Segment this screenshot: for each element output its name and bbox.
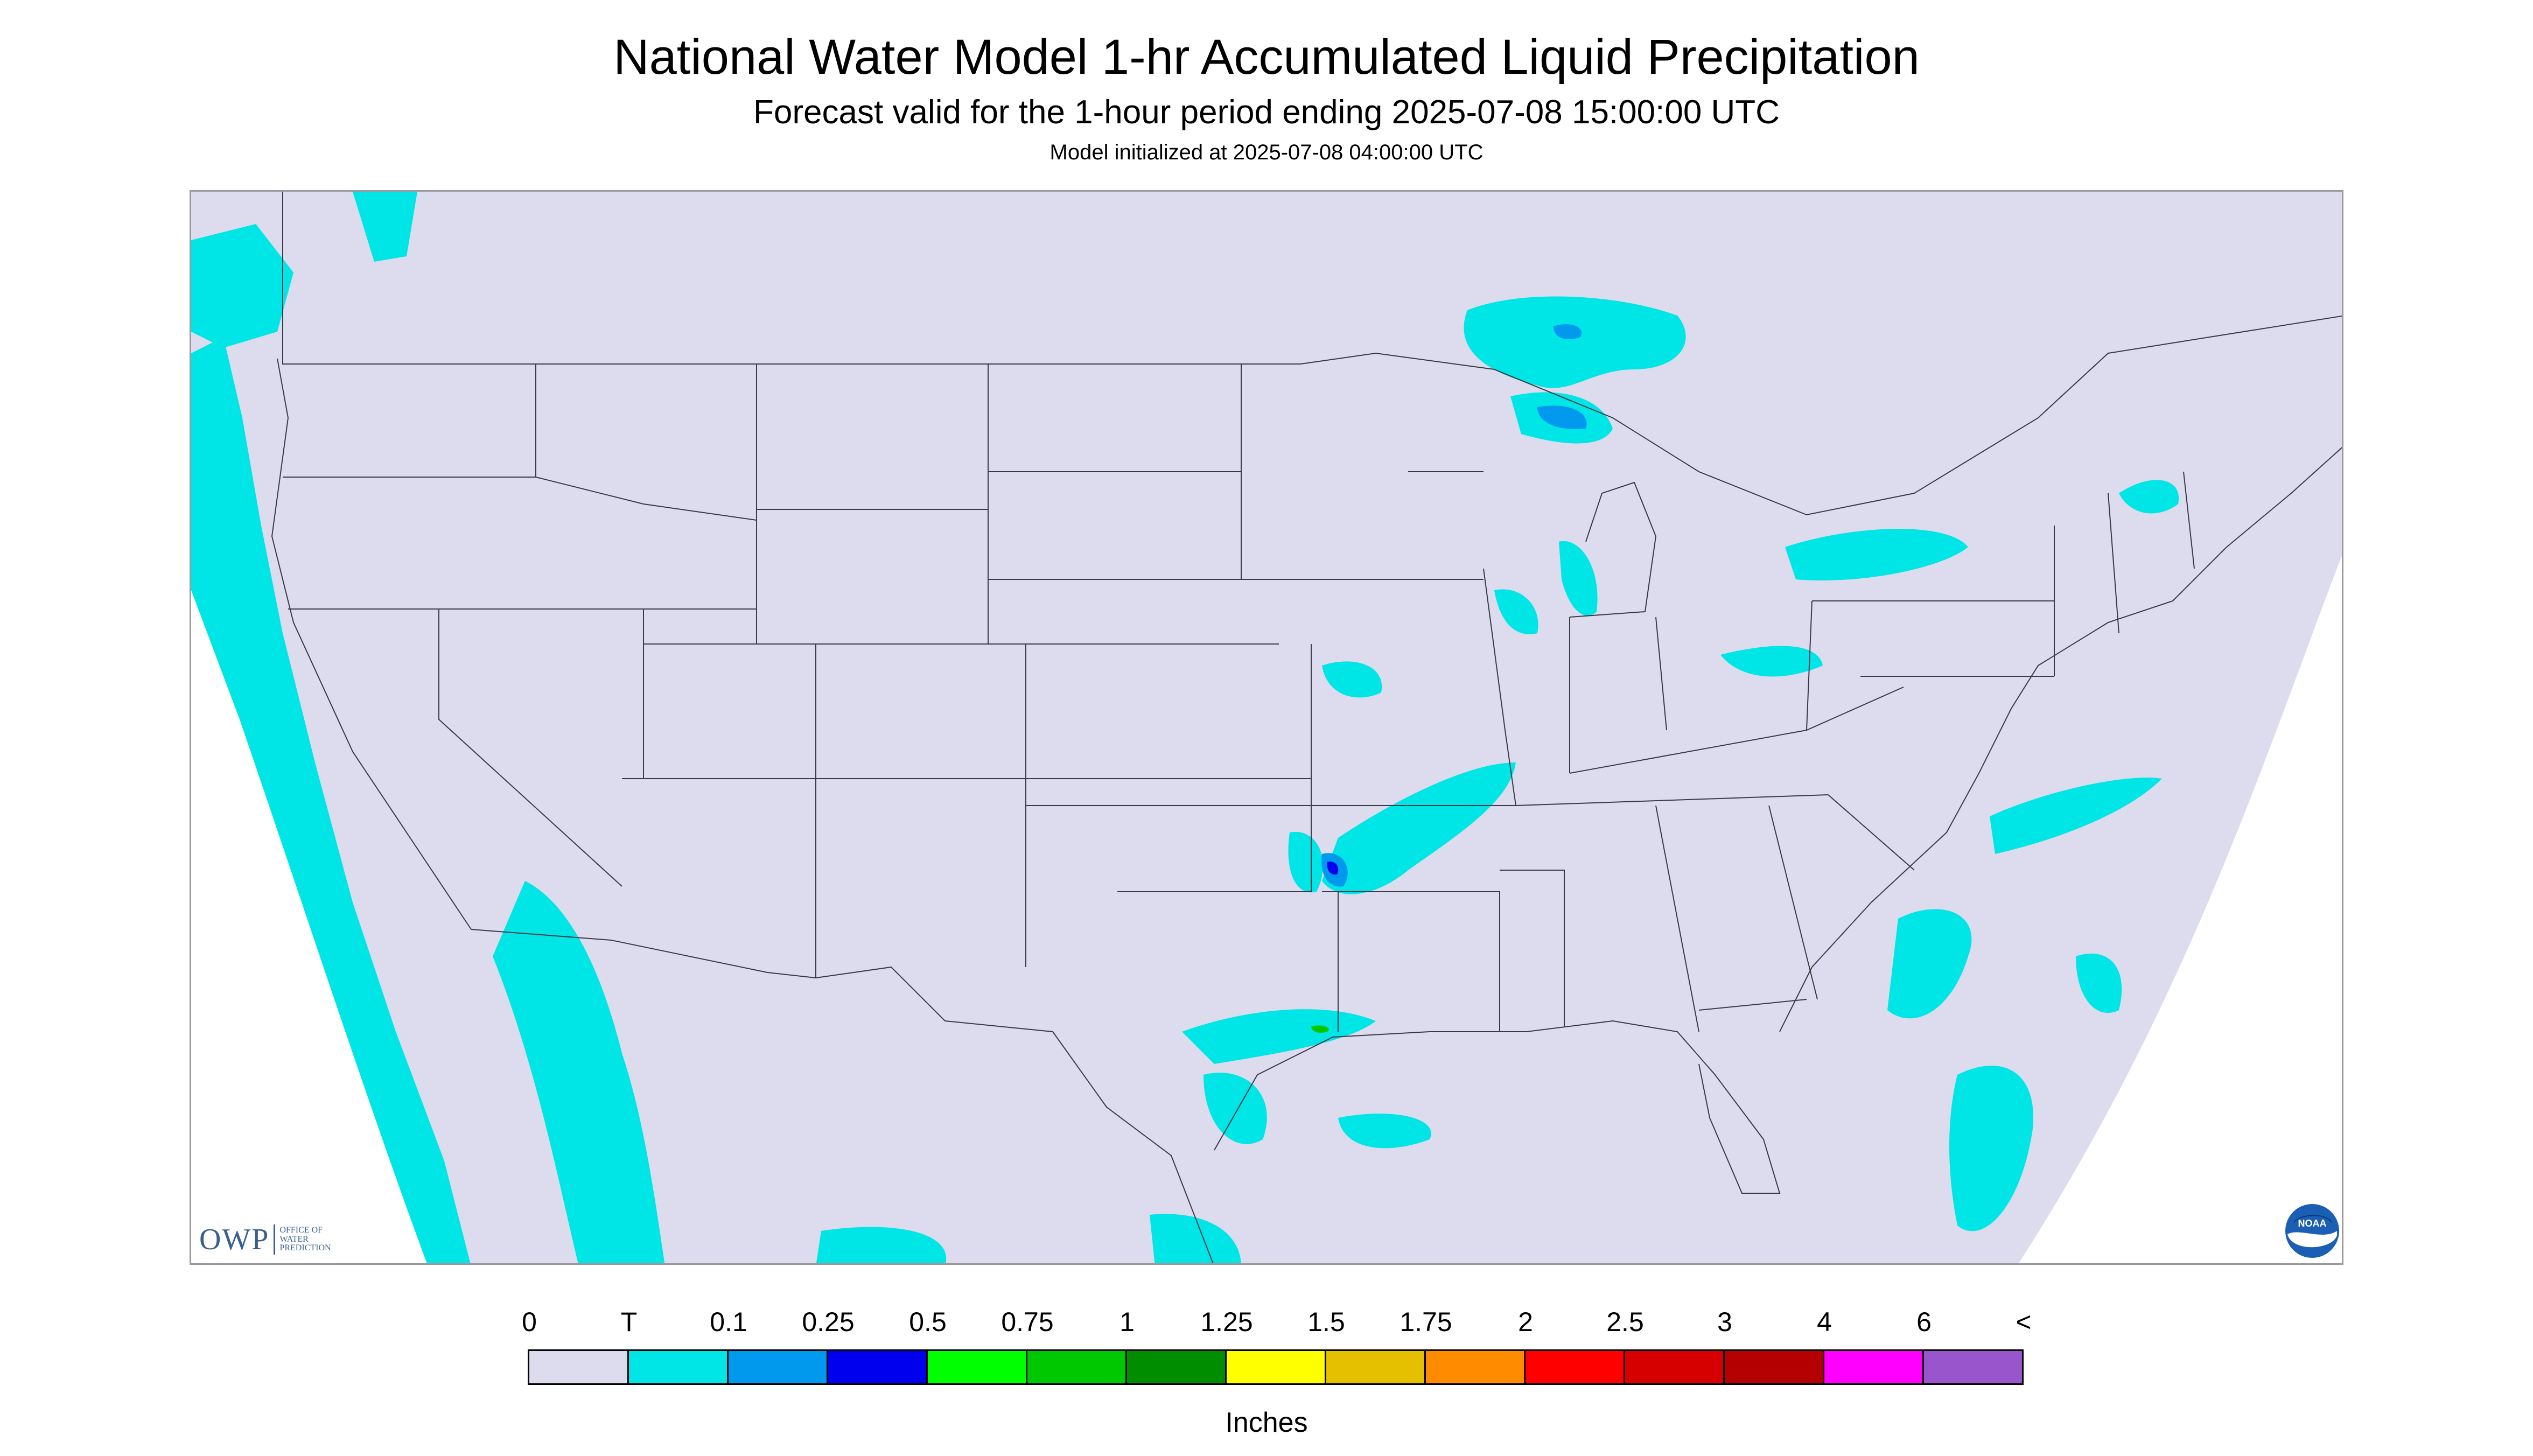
precip-area-washington xyxy=(191,224,293,348)
legend-swatch xyxy=(529,1351,629,1383)
owp-logo: OWP OFFICE OF WATER PREDICTION xyxy=(199,1222,331,1257)
border-la-ms xyxy=(1338,870,1565,1032)
border-nd-sd-ne xyxy=(988,364,1279,645)
legend-swatch xyxy=(1227,1351,1326,1383)
border-il-in xyxy=(1483,568,1570,806)
precip-area-texas-coast xyxy=(1203,1073,1267,1144)
legend-color-bar xyxy=(528,1349,2024,1385)
legend-tick-label: 2 xyxy=(1518,1307,1533,1337)
legend-swatch xyxy=(1027,1351,1127,1383)
precip-area-pacific-coast xyxy=(191,337,471,1263)
legend-swatch xyxy=(1924,1351,2022,1383)
legend-tick-label: 1.5 xyxy=(1307,1307,1345,1337)
border-pa-ny xyxy=(1806,600,2054,731)
legend-tick-label: T xyxy=(620,1307,638,1337)
border-ca-nv xyxy=(438,609,622,887)
precip-area-iowa xyxy=(1322,661,1382,698)
border-canada-east xyxy=(1300,315,2342,516)
precipitation-map xyxy=(190,190,2343,1265)
precipitation-layer xyxy=(191,192,2179,1263)
border-ks-ok xyxy=(1025,644,1312,892)
legend-tick-label: 1.25 xyxy=(1200,1307,1253,1337)
border-az-nm xyxy=(622,778,1026,978)
legend-swatch xyxy=(928,1351,1027,1383)
precip-area-arkansas xyxy=(1322,762,1516,894)
state-borders xyxy=(271,192,2342,1263)
legend-tick-label: 1 xyxy=(1119,1307,1135,1337)
chart-subtitle: Forecast valid for the 1-hour period end… xyxy=(753,94,1780,131)
legend-tick-label: < xyxy=(2016,1307,2032,1337)
border-mi xyxy=(1569,481,1657,618)
legend-swatch xyxy=(1526,1351,1625,1383)
precip-area-atlantic xyxy=(1990,778,2162,854)
legend-tick-label: 1.75 xyxy=(1400,1307,1452,1337)
precip-area-mexico-south xyxy=(816,1227,947,1263)
chart-title: National Water Model 1-hr Accumulated Li… xyxy=(613,30,1920,85)
precip-area-atlantic-south xyxy=(1949,1066,2033,1231)
legend-swatch xyxy=(828,1351,928,1383)
legend-swatch xyxy=(1127,1351,1227,1383)
precip-area-new-england xyxy=(2119,480,2179,514)
legend-swatch xyxy=(1625,1351,1725,1383)
legend-tick-label: 0 xyxy=(522,1307,537,1337)
legend-swatch xyxy=(1326,1351,1426,1383)
precip-area-ohio xyxy=(1720,646,1823,677)
precip-area-atlantic-mid xyxy=(2076,953,2122,1013)
precip-area-lake-ontario xyxy=(1785,529,1968,580)
precip-area-gulf-coast xyxy=(1182,1009,1376,1064)
precip-area-mexico-east xyxy=(1150,1214,1241,1263)
noaa-logo-icon: NOAA xyxy=(2285,1204,2339,1258)
border-ga-fl xyxy=(1698,794,1915,1011)
precip-area-lake-michigan xyxy=(1559,541,1598,616)
precip-area-gulf xyxy=(1338,1114,1431,1149)
precip-core-upper-michigan xyxy=(1537,405,1587,429)
legend-tick-label: 4 xyxy=(1817,1307,1832,1337)
border-mn-ia xyxy=(1241,364,1484,580)
border-atlantic-coast xyxy=(1779,447,2342,1032)
border-mexico xyxy=(471,929,1214,1263)
legend-swatch xyxy=(1426,1351,1526,1383)
svg-text:NOAA: NOAA xyxy=(2298,1218,2327,1229)
legend-tick-label: 0.5 xyxy=(909,1307,947,1337)
precip-core-oklahoma xyxy=(1327,862,1339,875)
owp-logo-divider xyxy=(274,1224,276,1255)
legend-swatch xyxy=(729,1351,828,1383)
border-canada-west xyxy=(282,192,1300,365)
precip-area-carolina-coast xyxy=(1887,909,1972,1019)
border-ut-co xyxy=(643,643,816,779)
precip-core-superior xyxy=(1554,324,1582,339)
map-canvas xyxy=(191,192,2342,1263)
legend-tick-label: 2.5 xyxy=(1606,1307,1644,1337)
legend-tick-label: 6 xyxy=(1916,1307,1932,1337)
border-id xyxy=(535,364,757,521)
border-mo-ar xyxy=(1311,644,1516,1032)
legend-tick-label: 3 xyxy=(1717,1307,1732,1337)
legend-units: Inches xyxy=(1225,1407,1308,1438)
legend-tick-label: 0.75 xyxy=(1001,1307,1054,1337)
precip-area-lake-superior xyxy=(1464,296,1686,388)
legend-tick-label: 0.25 xyxy=(802,1307,855,1337)
legend-tick-label: 0.1 xyxy=(710,1307,747,1337)
legend-swatch xyxy=(1725,1351,1824,1383)
model-init-text: Model initialized at 2025-07-08 04:00:00… xyxy=(1049,141,1484,164)
precip-area-baja xyxy=(493,881,665,1263)
precip-area-wisconsin xyxy=(1494,589,1538,634)
precip-area-arkansas-south xyxy=(1288,831,1323,893)
owp-logo-subtext: OFFICE OF WATER PREDICTION xyxy=(279,1225,331,1253)
precip-core-gulf xyxy=(1311,1025,1329,1033)
legend-swatch xyxy=(629,1351,729,1383)
border-gulf-coast xyxy=(1214,1020,1781,1194)
legend-swatch xyxy=(1824,1351,1924,1383)
border-pacific-coast xyxy=(271,358,472,930)
border-tn-al xyxy=(1515,794,1829,1032)
owp-logo-letters: OWP xyxy=(199,1223,270,1256)
precip-area-bc xyxy=(353,192,417,262)
model-domain xyxy=(191,192,2342,1263)
border-new-england xyxy=(2054,471,2195,676)
